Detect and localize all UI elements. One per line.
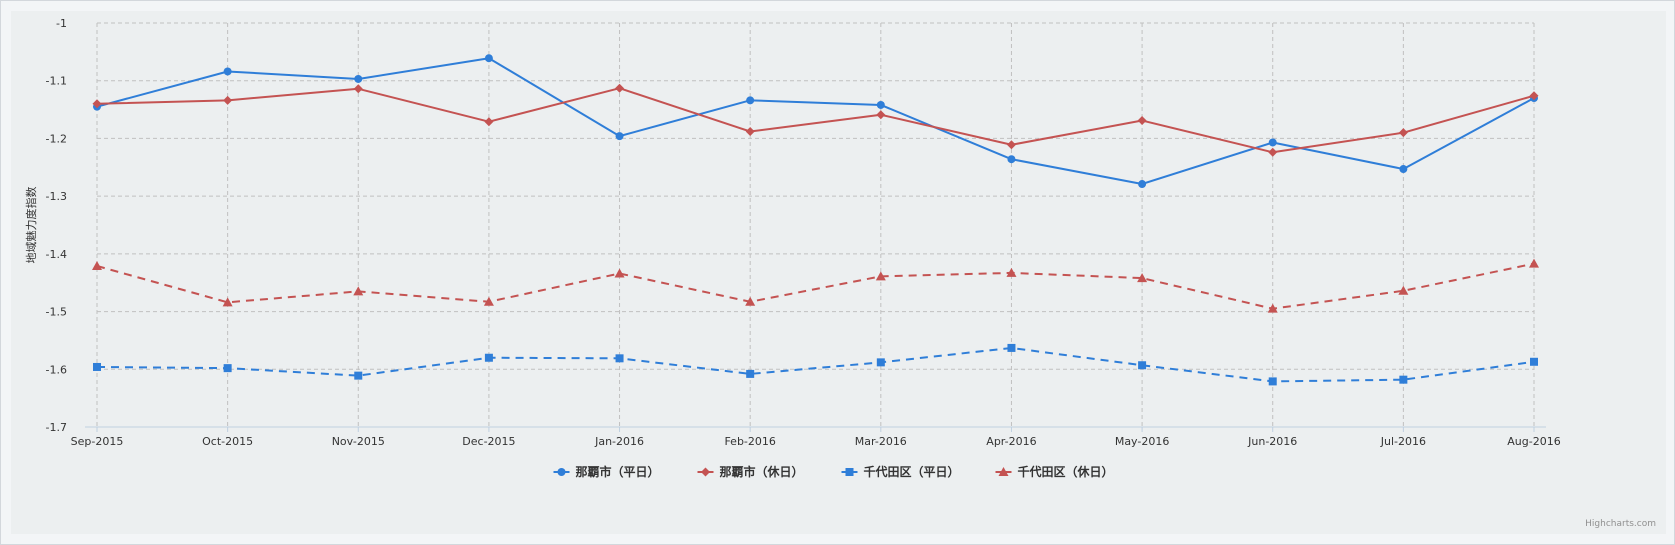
legend-label: 千代田区（平日） (864, 464, 960, 479)
y-tick-label: -1.7 (46, 421, 67, 434)
x-tick-label: Feb-2016 (724, 435, 775, 448)
series-group (92, 54, 1539, 386)
y-tick-label: -1 (56, 17, 67, 30)
data-point (1137, 116, 1147, 126)
legend-marker-icon (557, 468, 566, 476)
legend-item-1[interactable]: 那覇市（平日） (553, 464, 660, 479)
legend-marker-icon (701, 467, 710, 477)
data-point (92, 99, 102, 109)
data-point (1138, 180, 1147, 189)
data-point (353, 84, 363, 94)
data-point (1137, 273, 1148, 283)
data-point (1006, 267, 1017, 277)
data-point (615, 354, 624, 363)
series-line (96, 57, 1535, 186)
data-point (1399, 375, 1408, 384)
data-point (484, 117, 494, 127)
x-tick-label: Jan-2016 (594, 435, 644, 448)
data-point (1268, 138, 1277, 147)
y-tick-label: -1.4 (46, 248, 67, 261)
line-chart: -1 -1.1 -1.2 -1.3 -1.4 -1.5 -1.6 -1.7 Sep-2015 O… (24, 17, 1656, 529)
data-point (1530, 357, 1538, 366)
y-tick-label: -1.1 (46, 75, 67, 88)
data-point (1007, 343, 1016, 352)
series-line (96, 346, 1535, 383)
data-point (484, 353, 493, 362)
data-point (745, 296, 756, 306)
data-point (1529, 91, 1539, 101)
data-point (876, 100, 885, 109)
data-point (1398, 285, 1409, 295)
data-point (876, 358, 885, 367)
data-point (875, 271, 886, 281)
x-tick-label: Jul-2016 (1380, 435, 1426, 448)
data-point (1268, 377, 1277, 386)
data-point (1267, 303, 1278, 313)
credit-link[interactable]: Highcharts.com (1585, 519, 1656, 529)
series-4 (92, 258, 1539, 313)
data-point (223, 67, 232, 76)
data-point (1399, 165, 1408, 174)
series-1 (93, 54, 1538, 189)
legend[interactable]: 那覇市（平日） 那覇市（休日） 千代田区（平日） 千代田区（休日） (553, 464, 1114, 479)
x-tick-label: Jun-2016 (1247, 435, 1297, 448)
series-3 (93, 343, 1538, 386)
data-point (746, 369, 755, 378)
data-point (1268, 147, 1278, 157)
series-line (96, 262, 1535, 310)
x-tick-label: Oct-2015 (202, 435, 253, 448)
y-tick-label: -1.5 (46, 306, 67, 319)
data-point (876, 110, 886, 120)
data-point (1007, 155, 1016, 164)
data-point (354, 74, 363, 83)
x-tick-label: May-2016 (1115, 435, 1170, 448)
legend-label: 千代田区（休日） (1018, 464, 1114, 479)
y-axis: -1 -1.1 -1.2 -1.3 -1.4 -1.5 -1.6 -1.7 (46, 17, 67, 434)
data-point (1138, 361, 1147, 370)
y-tick-label: -1.2 (46, 132, 67, 145)
data-point (354, 371, 363, 380)
legend-marker-icon (998, 467, 1009, 476)
legend-marker-icon (845, 468, 854, 476)
data-point (1529, 258, 1539, 268)
data-point (1006, 140, 1016, 150)
y-tick-label: -1.3 (46, 190, 67, 203)
legend-item-3[interactable]: 千代田区（平日） (841, 464, 960, 479)
legend-label: 那覇市（平日） (576, 464, 660, 479)
data-point (615, 83, 625, 93)
data-point (746, 96, 755, 105)
data-point (614, 268, 625, 278)
data-point (353, 286, 364, 296)
data-point (615, 132, 624, 141)
y-axis-title: 地域魅力度指数 (24, 187, 38, 264)
legend-item-2[interactable]: 那覇市（休日） (697, 464, 804, 479)
x-tick-label: Apr-2016 (986, 435, 1036, 448)
data-point (223, 364, 232, 373)
data-point (93, 362, 101, 371)
legend-item-4[interactable]: 千代田区（休日） (995, 464, 1114, 479)
series-line (96, 87, 1535, 154)
data-point (222, 297, 233, 307)
data-point (1398, 128, 1408, 138)
x-tick-label: Mar-2016 (855, 435, 907, 448)
data-point (92, 260, 102, 270)
y-tick-label: -1.6 (46, 363, 67, 376)
chart-container: -1 -1.1 -1.2 -1.3 -1.4 -1.5 -1.6 -1.7 Sep-2015 O… (11, 11, 1666, 534)
x-tick-label: Nov-2015 (332, 435, 385, 448)
grid-lines (96, 22, 1535, 428)
x-axis: Sep-2015 Oct-2015 Nov-2015 Dec-2015 Jan-2016… (71, 426, 1561, 448)
x-tick-label: Sep-2015 (71, 435, 124, 448)
data-point (223, 95, 233, 105)
legend-label: 那覇市（休日） (720, 464, 804, 479)
x-tick-label: Aug-2016 (1507, 435, 1560, 448)
x-tick-label: Dec-2015 (462, 435, 515, 448)
data-point (745, 127, 755, 137)
data-point (484, 54, 493, 63)
data-point (483, 296, 494, 306)
series-2 (92, 83, 1539, 157)
